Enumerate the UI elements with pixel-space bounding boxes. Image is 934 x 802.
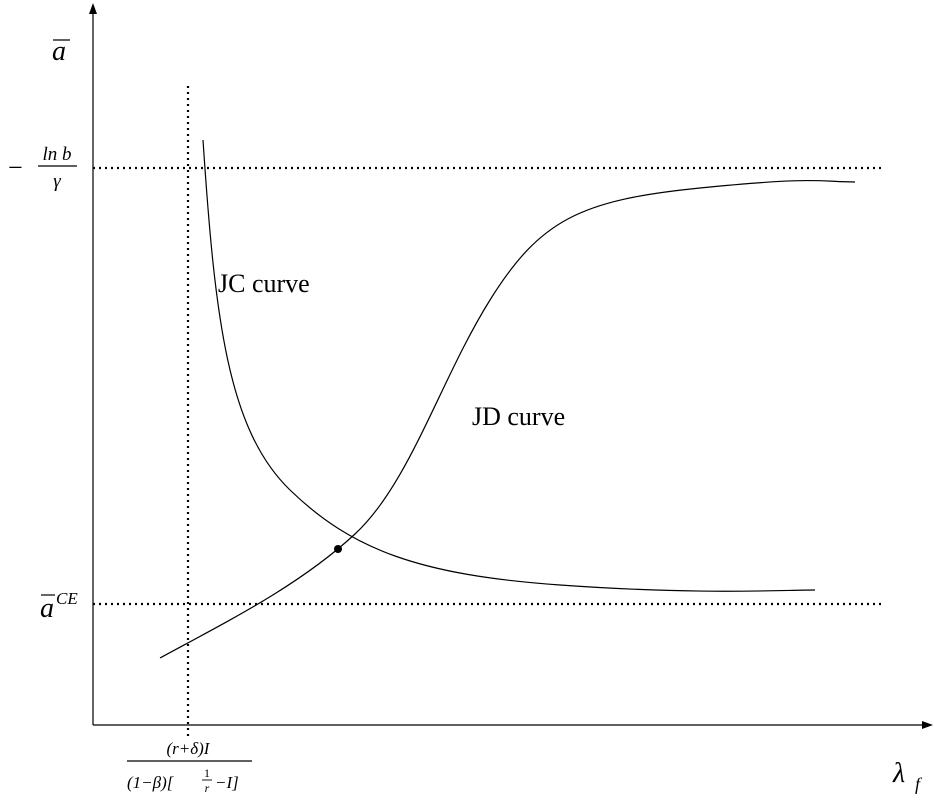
- jc-label: JC curve: [218, 269, 310, 298]
- upper-label-denominator: γ: [53, 171, 61, 192]
- y-axis-label: a: [52, 36, 66, 67]
- jd-label: JD curve: [472, 402, 565, 431]
- lower-label-base: a: [40, 593, 54, 624]
- x-axis-label-sub: f: [915, 774, 923, 794]
- vertical-label-inner-denominator: r: [205, 781, 210, 795]
- vertical-label-denominator-right: −I]: [215, 773, 239, 792]
- vertical-label-denominator-left: (1−β)[: [127, 773, 175, 792]
- vertical-label-numerator: (r+δ)I: [167, 739, 211, 758]
- upper-label-numerator: ln b: [42, 144, 71, 165]
- upper-label-sign: −: [8, 153, 23, 182]
- intersection-point: [334, 545, 342, 553]
- y-axis-arrow: [89, 3, 97, 14]
- lower-label-sup: CE: [56, 589, 78, 608]
- vertical-label-inner-numerator: 1: [204, 766, 210, 780]
- x-axis-label: λ: [892, 758, 905, 789]
- jc-curve: [202, 139, 816, 592]
- x-axis-arrow: [922, 721, 933, 729]
- jd-curve: [159, 179, 856, 659]
